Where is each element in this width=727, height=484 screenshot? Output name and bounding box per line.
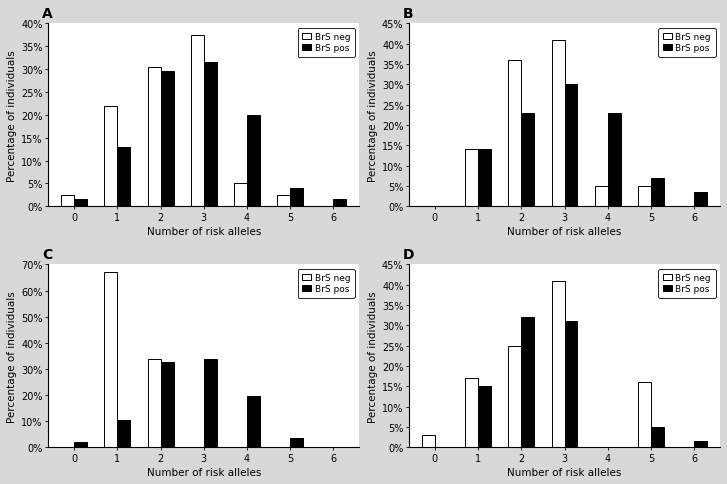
Bar — [478, 150, 491, 207]
Y-axis label: Percentage of individuals: Percentage of individuals — [368, 50, 377, 182]
Bar — [290, 189, 303, 207]
Bar — [465, 378, 478, 447]
Bar — [290, 439, 303, 447]
Bar — [638, 382, 651, 447]
Legend: BrS neg, BrS pos: BrS neg, BrS pos — [658, 29, 715, 58]
Bar — [508, 61, 521, 207]
Bar — [148, 68, 161, 207]
Bar — [552, 281, 565, 447]
Bar — [247, 116, 260, 207]
Bar — [478, 387, 491, 447]
Bar — [105, 106, 118, 207]
Text: D: D — [403, 247, 414, 261]
Bar — [651, 179, 664, 207]
Bar — [508, 346, 521, 447]
Bar — [105, 272, 118, 447]
Text: C: C — [42, 247, 52, 261]
Legend: BrS neg, BrS pos: BrS neg, BrS pos — [297, 270, 355, 298]
Bar — [148, 359, 161, 447]
Bar — [694, 193, 707, 207]
Bar — [234, 184, 247, 207]
Bar — [118, 420, 130, 447]
Bar — [334, 200, 346, 207]
Bar — [565, 322, 577, 447]
Bar — [161, 363, 174, 447]
Bar — [74, 200, 87, 207]
Legend: BrS neg, BrS pos: BrS neg, BrS pos — [297, 29, 355, 58]
X-axis label: Number of risk alleles: Number of risk alleles — [147, 467, 261, 477]
Bar — [118, 148, 130, 207]
Y-axis label: Percentage of individuals: Percentage of individuals — [7, 290, 17, 422]
Bar — [638, 186, 651, 207]
Y-axis label: Percentage of individuals: Percentage of individuals — [7, 50, 17, 182]
Bar — [651, 427, 664, 447]
Bar — [191, 36, 204, 207]
X-axis label: Number of risk alleles: Number of risk alleles — [147, 227, 261, 237]
Bar — [465, 150, 478, 207]
Bar — [204, 63, 217, 207]
Bar — [277, 196, 290, 207]
Legend: BrS neg, BrS pos: BrS neg, BrS pos — [658, 270, 715, 298]
Bar — [565, 85, 577, 207]
Bar — [61, 196, 74, 207]
X-axis label: Number of risk alleles: Number of risk alleles — [507, 227, 622, 237]
X-axis label: Number of risk alleles: Number of risk alleles — [507, 467, 622, 477]
Bar — [521, 114, 534, 207]
Bar — [74, 442, 87, 447]
Text: B: B — [403, 7, 414, 21]
Bar — [694, 441, 707, 447]
Bar — [608, 114, 621, 207]
Bar — [521, 318, 534, 447]
Bar — [595, 186, 608, 207]
Y-axis label: Percentage of individuals: Percentage of individuals — [368, 290, 377, 422]
Bar — [247, 396, 260, 447]
Bar — [422, 435, 435, 447]
Bar — [552, 41, 565, 207]
Text: A: A — [42, 7, 53, 21]
Bar — [204, 359, 217, 447]
Bar — [161, 72, 174, 207]
